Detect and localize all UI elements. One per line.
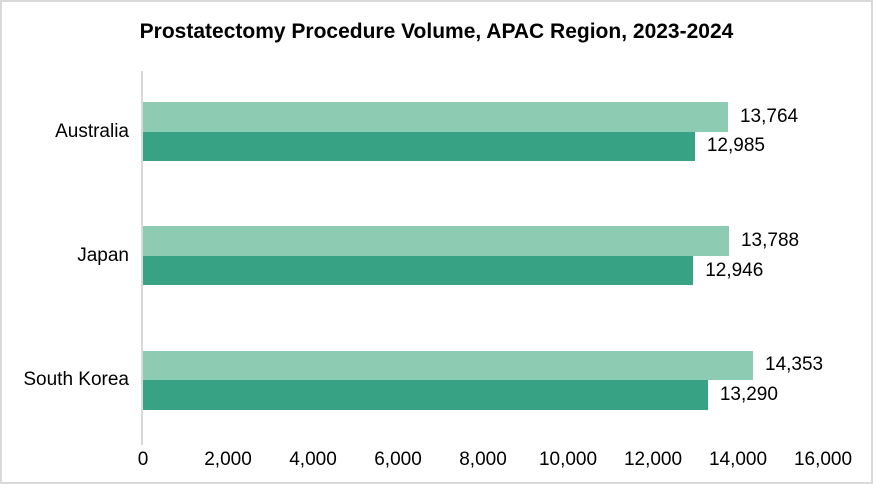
bar-bottom-bar-dark-green-japan xyxy=(143,255,694,286)
bar-top-bar-light-green-japan xyxy=(143,226,729,256)
chart-title: Prostatectomy Procedure Volume, APAC Reg… xyxy=(139,20,734,43)
x-axis-tick-label: 16,000 xyxy=(793,449,853,470)
y-axis-line xyxy=(141,71,143,445)
bar-value-label: 13,290 xyxy=(719,383,778,405)
x-axis-tick-label: 10,000 xyxy=(538,449,598,470)
bar-top-bar-light-green-australia xyxy=(143,102,728,132)
x-axis-tick-label: 8,000 xyxy=(459,449,507,470)
category-label-japan: Japan xyxy=(77,244,129,266)
x-axis-tick-label: 14,000 xyxy=(708,449,768,470)
x-axis-tick-label: 4,000 xyxy=(289,449,337,470)
bar-value-label: 12,946 xyxy=(705,259,764,281)
bar-value-label: 13,788 xyxy=(740,230,800,252)
bar-value-label: 13,764 xyxy=(739,105,799,127)
bar-top-bar-light-green-south-korea xyxy=(143,350,753,381)
x-axis-tick-label: 0 xyxy=(137,449,149,470)
x-axis-tick-label: 6,000 xyxy=(374,449,422,470)
category-label-south-korea: South Korea xyxy=(23,369,129,391)
bar-value-label: 14,353 xyxy=(765,354,824,376)
bar-bottom-bar-dark-green-australia xyxy=(143,131,695,161)
x-axis-tick-label: 12,000 xyxy=(623,449,683,470)
category-label-australia: Australia xyxy=(55,120,129,142)
bar-bottom-bar-dark-green-south-korea xyxy=(143,380,708,410)
x-axis-tick-label: 2,000 xyxy=(204,449,252,470)
bar-value-label: 12,985 xyxy=(706,135,765,157)
